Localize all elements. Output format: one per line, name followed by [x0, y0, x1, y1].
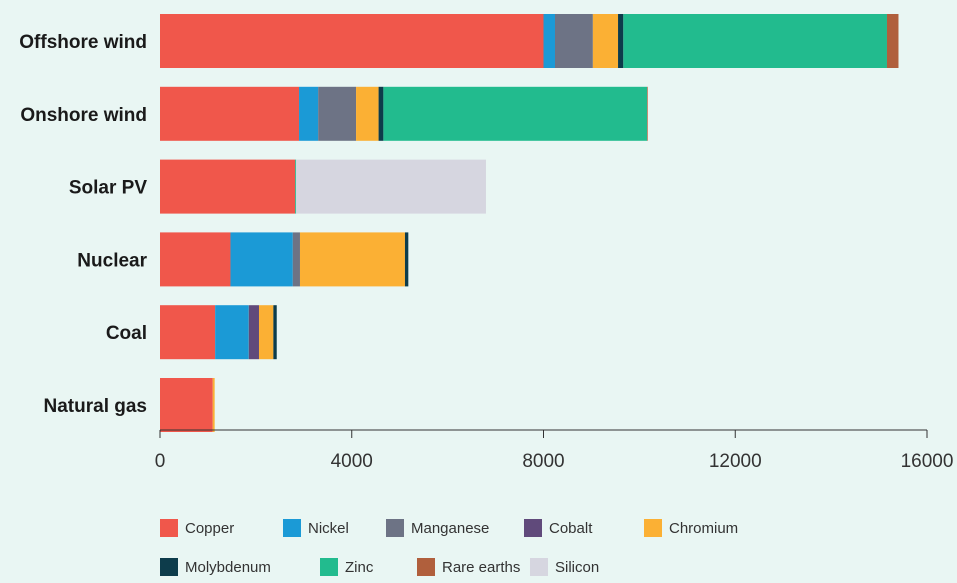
legend-label-chromium: Chromium — [669, 520, 738, 537]
bar-coal-copper — [160, 305, 216, 360]
legend-item-manganese: Manganese — [386, 519, 489, 537]
bar-nuclear-chromium — [299, 232, 405, 287]
bar-onshore-wind-rare-earths — [647, 86, 648, 141]
legend-item-copper: Copper — [160, 519, 234, 537]
category-label-offshore-wind: Offshore wind — [19, 32, 147, 53]
legend-item-nickel: Nickel — [283, 519, 349, 537]
category-labels: Offshore wind Onshore wind Solar PV Nuclear… — [19, 32, 147, 417]
bar-coal-molybdenum — [273, 305, 277, 360]
bar-offshore-wind-manganese — [555, 14, 593, 68]
legend-item-silicon: Silicon — [530, 558, 599, 576]
legend-label-nickel: Nickel — [308, 520, 349, 537]
category-label-solar-pv: Solar PV — [69, 178, 147, 199]
legend-item-chromium: Chromium — [644, 519, 738, 537]
legend-label-zinc: Zinc — [345, 559, 374, 576]
legend-swatch-manganese — [386, 519, 404, 537]
bar-onshore-wind-nickel — [299, 86, 319, 141]
bar-natural-gas-copper — [160, 378, 213, 432]
legend-item-zinc: Zinc — [320, 558, 374, 576]
x-tick-label-8000: 8000 — [522, 451, 564, 472]
bar-onshore-wind-manganese — [318, 86, 357, 141]
legend-swatch-cobalt — [524, 519, 542, 537]
x-axis: 0 4000 8000 12000 16000 — [155, 429, 954, 472]
legend-label-rare-earths: Rare earths — [442, 559, 520, 576]
legend-label-manganese: Manganese — [411, 520, 489, 537]
bar-solar-pv-silicon — [296, 159, 486, 214]
bar-nuclear-molybdenum — [404, 232, 409, 287]
bar-onshore-wind-copper — [160, 86, 300, 141]
legend-label-copper: Copper — [185, 520, 234, 537]
bar-onshore-wind-chromium — [356, 86, 379, 141]
legend-swatch-chromium — [644, 519, 662, 537]
x-tick-label-12000: 12000 — [709, 451, 762, 472]
bar-offshore-wind-molybdenum — [618, 14, 624, 68]
bar-offshore-wind-chromium — [592, 14, 619, 68]
legend-swatch-nickel — [283, 519, 301, 537]
legend-swatch-zinc — [320, 558, 338, 576]
bar-nuclear-nickel — [230, 232, 293, 287]
legend-swatch-copper — [160, 519, 178, 537]
legend-label-molybdenum: Molybdenum — [185, 559, 271, 576]
bar-offshore-wind-zinc — [623, 14, 887, 68]
bars-group — [160, 14, 899, 432]
bar-coal-cobalt — [248, 305, 259, 360]
bar-coal-chromium — [258, 305, 274, 360]
category-label-nuclear: Nuclear — [77, 250, 147, 271]
bar-offshore-wind-rare-earths — [886, 14, 899, 68]
legend-label-silicon: Silicon — [555, 559, 599, 576]
bar-onshore-wind-molybdenum — [378, 86, 384, 141]
bar-natural-gas-chromium — [212, 378, 215, 432]
legend-item-molybdenum: Molybdenum — [160, 558, 271, 576]
x-tick-label-0: 0 — [155, 451, 166, 472]
bar-coal-nickel — [215, 305, 249, 360]
bar-solar-pv-copper — [160, 159, 296, 214]
legend-swatch-molybdenum — [160, 558, 178, 576]
x-tick-label-4000: 4000 — [331, 451, 373, 472]
legend-item-cobalt: Cobalt — [524, 519, 593, 537]
legend-item-rare-earths: Rare earths — [417, 558, 520, 576]
category-label-onshore-wind: Onshore wind — [20, 105, 147, 126]
bar-offshore-wind-nickel — [543, 14, 555, 68]
bar-nuclear-copper — [160, 232, 231, 287]
legend-swatch-silicon — [530, 558, 548, 576]
legend: Copper Nickel Manganese Cobalt Chromium Molyb… — [160, 519, 738, 576]
x-tick-label-16000: 16000 — [901, 451, 954, 472]
bar-nuclear-manganese — [292, 232, 300, 287]
legend-swatch-rare-earths — [417, 558, 435, 576]
category-label-coal: Coal — [106, 323, 147, 344]
category-label-natural-gas: Natural gas — [44, 396, 147, 417]
legend-label-cobalt: Cobalt — [549, 520, 593, 537]
bar-onshore-wind-zinc — [383, 86, 648, 141]
bar-solar-pv-zinc — [295, 159, 297, 214]
bar-offshore-wind-copper — [160, 14, 544, 68]
